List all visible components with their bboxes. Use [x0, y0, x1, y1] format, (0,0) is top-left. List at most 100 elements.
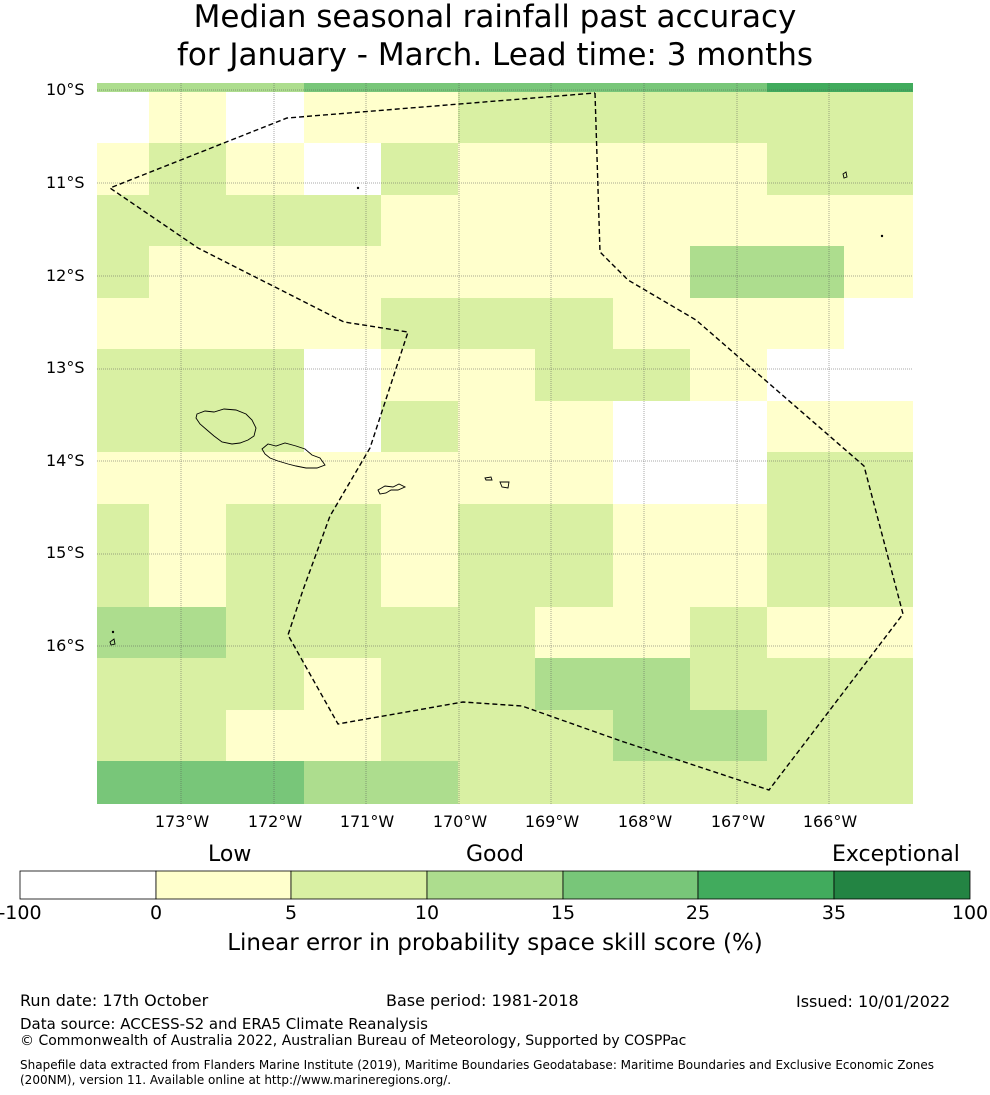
skill-cell: [767, 607, 844, 658]
skill-cell: [613, 195, 690, 246]
skill-cell: [613, 658, 690, 710]
lon-label: 169°W: [524, 812, 580, 831]
eez-boundary: [108, 92, 904, 791]
skill-cell: [304, 349, 381, 401]
skill-cell: [149, 195, 226, 246]
skill-cell: [690, 195, 767, 246]
skill-cell: [149, 452, 226, 504]
skill-cell: [149, 83, 226, 92]
skill-cell: [535, 246, 613, 298]
skill-cell: [690, 349, 767, 401]
lon-label: 168°W: [617, 812, 673, 831]
skill-cell: [458, 658, 535, 710]
skill-cell: [690, 658, 767, 710]
skill-cell: [690, 452, 767, 504]
skill-cell: [458, 195, 535, 246]
skill-cell: [226, 298, 304, 349]
skill-cell: [381, 401, 458, 452]
skill-cell: [304, 504, 381, 555]
legend-category-good: Good: [466, 842, 524, 867]
skill-cell: [613, 555, 690, 607]
savaii-island: [195, 408, 257, 445]
tutuila-island: [377, 483, 407, 495]
base-period: Base period: 1981-2018: [386, 991, 579, 1010]
skill-cell: [381, 710, 458, 761]
skill-cell: [844, 504, 913, 555]
skill-cell: [381, 246, 458, 298]
skill-cell: [458, 349, 535, 401]
skill-cell: [381, 555, 458, 607]
island-outlines: [109, 171, 884, 646]
skill-cell: [149, 401, 226, 452]
skill-cell: [613, 452, 690, 504]
skill-cell: [226, 761, 304, 804]
skill-cell: [149, 143, 226, 195]
colorbar-segment: [833, 870, 971, 900]
skill-cell: [381, 504, 458, 555]
colorbar-segment: [19, 870, 157, 900]
colorbar-tick-label: 35: [821, 902, 847, 924]
skill-cell: [690, 92, 767, 143]
skill-cell: [767, 555, 844, 607]
skill-cell: [381, 143, 458, 195]
lon-label: 170°W: [432, 812, 488, 831]
skill-cell: [149, 710, 226, 761]
skill-cell: [535, 298, 613, 349]
colorbar-caption: Linear error in probability space skill …: [227, 930, 763, 956]
skill-cell: [97, 401, 149, 452]
skill-cell: [767, 298, 844, 349]
skill-cell: [381, 92, 458, 143]
skill-cell: [767, 504, 844, 555]
lon-label: 172°W: [247, 812, 303, 831]
lat-label: 12°S: [46, 266, 85, 285]
skill-cell: [690, 298, 767, 349]
colorbar-tick-label: 15: [550, 902, 576, 924]
skill-cell: [97, 504, 149, 555]
skill-cell: [535, 452, 613, 504]
skill-cell: [535, 658, 613, 710]
colorbar-segment: [290, 870, 428, 900]
colorbar-segment: [697, 870, 835, 900]
lon-label: 166°W: [802, 812, 858, 831]
skill-cell: [149, 92, 226, 143]
small-island-dot: [356, 186, 360, 190]
skill-cell: [304, 452, 381, 504]
skill-cell: [844, 349, 913, 401]
skill-cell: [458, 298, 535, 349]
skill-cell: [690, 143, 767, 195]
skill-cell: [535, 504, 613, 555]
skill-cell: [97, 452, 149, 504]
skill-cell: [690, 246, 767, 298]
manua-islands: [484, 476, 510, 489]
skill-cell: [304, 195, 381, 246]
skill-cell: [226, 452, 304, 504]
skill-cell: [458, 607, 535, 658]
skill-cell: [97, 92, 149, 143]
skill-cell: [535, 555, 613, 607]
skill-cell: [767, 401, 844, 452]
skill-cell: [458, 92, 535, 143]
skill-cell: [149, 246, 226, 298]
colorbar-tick-label: 0: [149, 902, 163, 924]
skill-grid: [97, 83, 913, 804]
skill-cell: [613, 710, 690, 761]
small-island-dot: [880, 234, 884, 238]
skill-cell: [844, 298, 913, 349]
skill-cell: [535, 401, 613, 452]
skill-cell: [613, 143, 690, 195]
skill-cell: [690, 504, 767, 555]
skill-cell: [613, 298, 690, 349]
skill-cell: [226, 504, 304, 555]
lat-label: 15°S: [46, 543, 85, 562]
skill-cell: [458, 452, 535, 504]
run-date: Run date: 17th October: [20, 991, 209, 1010]
skill-cell: [304, 761, 381, 804]
skill-cell: [149, 761, 226, 804]
rose-atoll: [109, 638, 116, 646]
skill-cell: [304, 555, 381, 607]
skill-cell: [304, 83, 381, 92]
lon-label: 167°W: [710, 812, 766, 831]
skill-cell: [97, 607, 149, 658]
swains-island: [842, 171, 848, 179]
